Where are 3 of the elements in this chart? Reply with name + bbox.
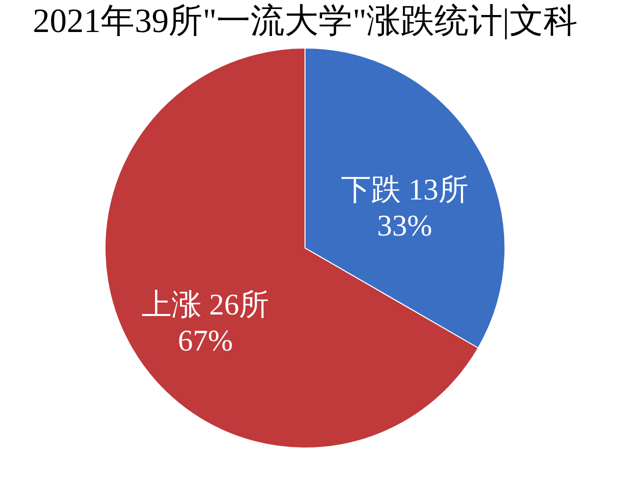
chart-title: 2021年39所"一流大学"涨跌统计|文科 <box>32 3 578 40</box>
slice-label: 上涨 26所 67% <box>142 288 270 358</box>
slice-label: 下跌 13所 33% <box>340 174 468 242</box>
